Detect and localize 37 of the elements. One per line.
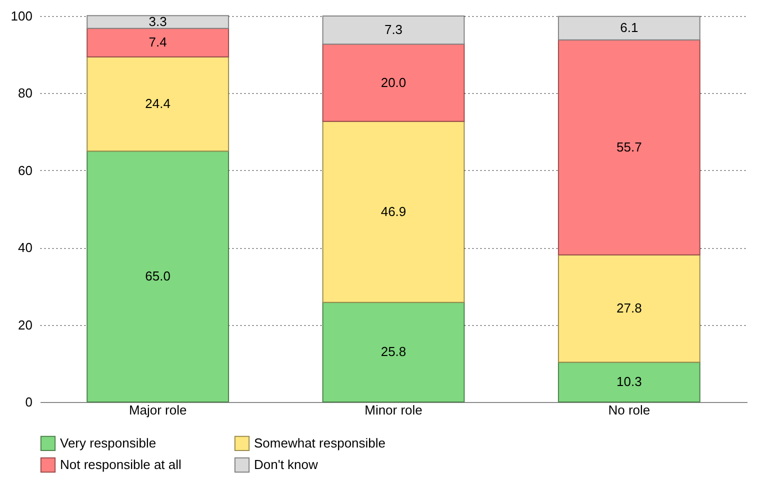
legend-label: Somewhat responsible — [254, 435, 386, 450]
legend-label: Very responsible — [60, 435, 156, 450]
bar — [558, 39, 700, 256]
bar — [86, 28, 230, 58]
data-label: 25.8 — [380, 344, 406, 360]
data-label: 27.8 — [616, 300, 642, 316]
bar — [558, 16, 700, 40]
data-label: 7.4 — [148, 34, 167, 50]
bar — [322, 44, 465, 122]
x-tick-label: Minor role — [364, 402, 422, 418]
bar — [322, 302, 465, 402]
bar — [322, 16, 465, 45]
data-label: 20.0 — [380, 74, 406, 90]
bar — [558, 254, 700, 363]
y-tick-label: 40 — [18, 240, 32, 256]
data-label: 55.7 — [616, 139, 642, 154]
x-tick-label: No role — [608, 402, 650, 418]
data-label: 7.3 — [384, 22, 403, 38]
bar — [86, 150, 230, 402]
bar — [322, 120, 465, 303]
y-tick-label: 60 — [18, 162, 32, 178]
data-label: 24.4 — [145, 96, 170, 112]
legend-label: Not responsible at all — [60, 457, 182, 472]
x-tick-label: Major role — [128, 402, 187, 418]
y-tick-label: 0 — [25, 394, 32, 410]
bar — [86, 15, 230, 29]
y-tick-label: 100 — [10, 8, 32, 24]
bar — [86, 56, 230, 152]
legend-label: Don't know — [254, 457, 319, 472]
data-label: 10.3 — [616, 374, 642, 390]
data-label: 3.3 — [148, 14, 167, 29]
y-tick-label: 80 — [18, 86, 32, 101]
y-tick-label: 20 — [18, 317, 32, 332]
data-label: 6.1 — [620, 20, 638, 36]
data-label: 46.9 — [380, 204, 406, 219]
data-label: 65.0 — [145, 268, 170, 284]
bar — [558, 362, 700, 402]
